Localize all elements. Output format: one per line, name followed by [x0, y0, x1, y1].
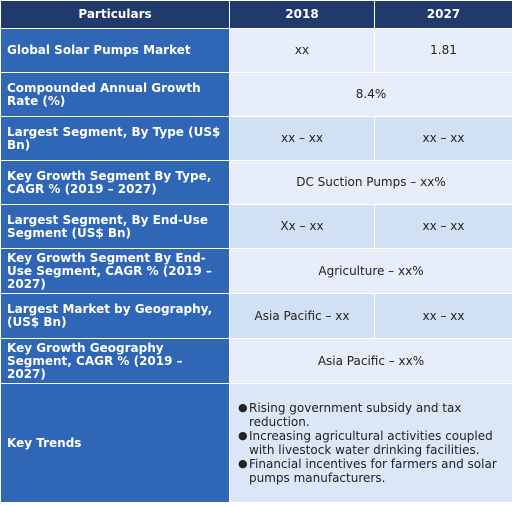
value-2027: 1.81 — [374, 28, 512, 73]
list-item: ● Increasing agricultural activities coup… — [238, 429, 506, 457]
trends-cell: ● Rising government subsidy and tax reduc… — [229, 383, 512, 503]
row-label: Largest Market by Geography, (US$ Bn) — [0, 293, 230, 339]
value-2027: xx – xx — [374, 204, 512, 249]
trend-text: Financial incentives for farmers and sol… — [249, 457, 497, 485]
bullet-icon: ● — [238, 401, 248, 414]
header-row: Particulars 2018 2027 — [0, 0, 512, 29]
bullet-icon: ● — [238, 429, 248, 442]
value-2018: xx – xx — [229, 116, 375, 161]
value-2018: xx — [229, 28, 375, 73]
row-label: Largest Segment, By Type (US$ Bn) — [0, 116, 230, 161]
table-row: Largest Segment, By End-Use Segment (US$… — [0, 204, 512, 249]
value-2018: Xx – xx — [229, 204, 375, 249]
trends-list: ● Rising government subsidy and tax reduc… — [234, 401, 506, 485]
table-row: Key Growth Geography Segment, CAGR % (20… — [0, 338, 512, 384]
header-2027: 2027 — [374, 0, 512, 29]
list-item: ● Financial incentives for farmers and so… — [238, 457, 506, 485]
bullet-icon: ● — [238, 457, 248, 470]
table-row: Key Growth Segment By Type, CAGR % (2019… — [0, 160, 512, 205]
merged-value: Agriculture – xx% — [229, 248, 512, 294]
table-row: Largest Segment, By Type (US$ Bn) xx – x… — [0, 116, 512, 161]
row-label: Largest Segment, By End-Use Segment (US$… — [0, 204, 230, 249]
merged-value: 8.4% — [229, 72, 512, 117]
trend-text: Rising government subsidy and tax reduct… — [249, 401, 462, 429]
table-row: Compounded Annual Growth Rate (%) 8.4% — [0, 72, 512, 117]
table-row-key-trends: Key Trends ● Rising government subsidy an… — [0, 383, 512, 503]
trend-text: Increasing agricultural activities coupl… — [249, 429, 493, 457]
row-label: Key Growth Geography Segment, CAGR % (20… — [0, 338, 230, 384]
row-label: Key Growth Segment By End-Use Segment, C… — [0, 248, 230, 294]
list-item: ● Rising government subsidy and tax reduc… — [238, 401, 506, 429]
row-label: Global Solar Pumps Market — [0, 28, 230, 73]
header-2018: 2018 — [229, 0, 375, 29]
row-label: Compounded Annual Growth Rate (%) — [0, 72, 230, 117]
merged-value: Asia Pacific – xx% — [229, 338, 512, 384]
row-label: Key Growth Segment By Type, CAGR % (2019… — [0, 160, 230, 205]
header-particulars: Particulars — [0, 0, 230, 29]
table-row: Largest Market by Geography, (US$ Bn) As… — [0, 293, 512, 339]
row-label: Key Trends — [0, 383, 230, 503]
table-row: Global Solar Pumps Market xx 1.81 — [0, 28, 512, 73]
value-2027: xx – xx — [374, 293, 512, 339]
merged-value: DC Suction Pumps – xx% — [229, 160, 512, 205]
value-2027: xx – xx — [374, 116, 512, 161]
value-2018: Asia Pacific – xx — [229, 293, 375, 339]
table-row: Key Growth Segment By End-Use Segment, C… — [0, 248, 512, 294]
